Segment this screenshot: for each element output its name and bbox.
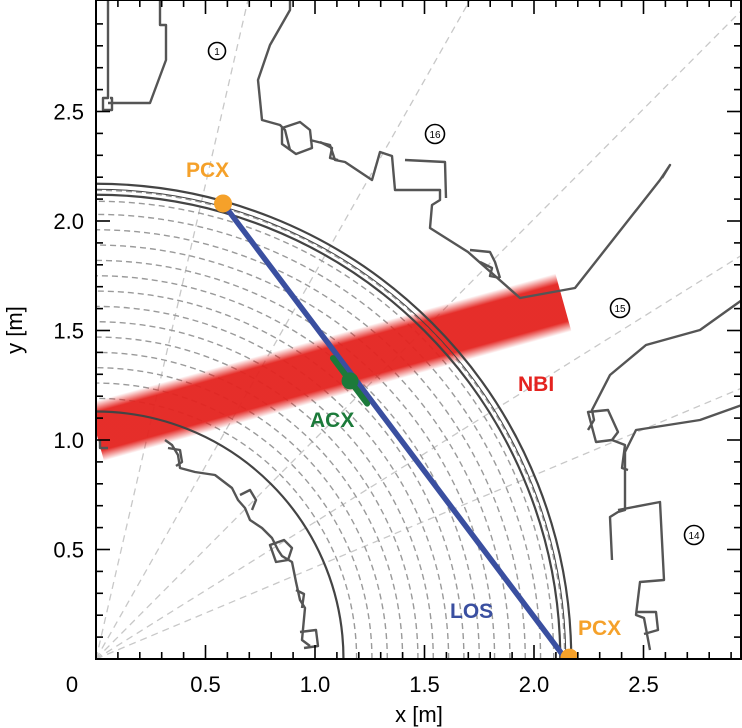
y-tick-label: 2.5 [53,100,84,125]
flux-surface [96,213,542,659]
flux-surface [96,351,404,659]
flux-surface [96,305,450,659]
plot-frame [95,0,742,660]
pcx-top-point [214,194,233,213]
outer-wall [96,193,562,659]
y-tick-label: 1.5 [53,319,84,344]
x-tick-label: 0 [66,672,78,697]
flux-surface [96,321,434,659]
inner-wall [96,410,345,659]
x-tick-label: 1.0 [300,672,331,697]
x-tick-label: 2.0 [519,672,550,697]
vessel-walls [96,182,573,659]
x-axis-label: x [m] [395,702,443,727]
los-line [220,200,566,658]
flux-surface [96,229,526,659]
x-tick-label: 0.5 [190,672,221,697]
flux-surface [96,189,566,659]
nbi-label: NBI [518,373,554,396]
tick-labels: 0 0.5 1.0 1.5 2.0 2.5 0.5 1.0 1.5 2.0 2.5 [53,100,658,698]
x-tick-label: 2.5 [628,672,659,697]
flux-surface [96,200,555,659]
flux-surface [96,290,465,659]
flux-surface [96,275,480,659]
y-tick-label: 0.5 [53,538,84,563]
port-15-marker: 15 [609,297,631,319]
flux-surface [96,336,419,659]
acx-label: ACX [310,409,354,432]
port-15-label: 15 [614,304,626,315]
port-structures [98,0,742,651]
y-axis-label: y [m] [2,306,27,354]
outer-wall [96,188,567,659]
port-14-marker: 14 [683,524,705,546]
pcx-top-label: PCX [186,159,229,182]
port-14-label: 14 [688,531,700,542]
acx-point [341,372,359,390]
port-1-label: 1 [214,47,220,58]
port-16-marker: 16 [424,123,446,145]
los-label: LOS [450,600,493,623]
flux-surface [96,397,358,659]
nbi-beam [96,273,572,461]
pcx-bottom-point [560,648,579,659]
flux-surface [96,382,373,659]
y-tick-label: 1.0 [53,428,84,453]
flux-surface [96,367,388,659]
pcx-bottom-label: PCX [578,617,621,640]
axis-ticks [95,0,741,660]
port-1-marker: 1 [207,41,227,61]
y-tick-label: 2.0 [53,209,84,234]
port-16-label: 16 [429,130,441,141]
outer-wall [96,182,573,659]
x-tick-label: 1.5 [409,672,440,697]
